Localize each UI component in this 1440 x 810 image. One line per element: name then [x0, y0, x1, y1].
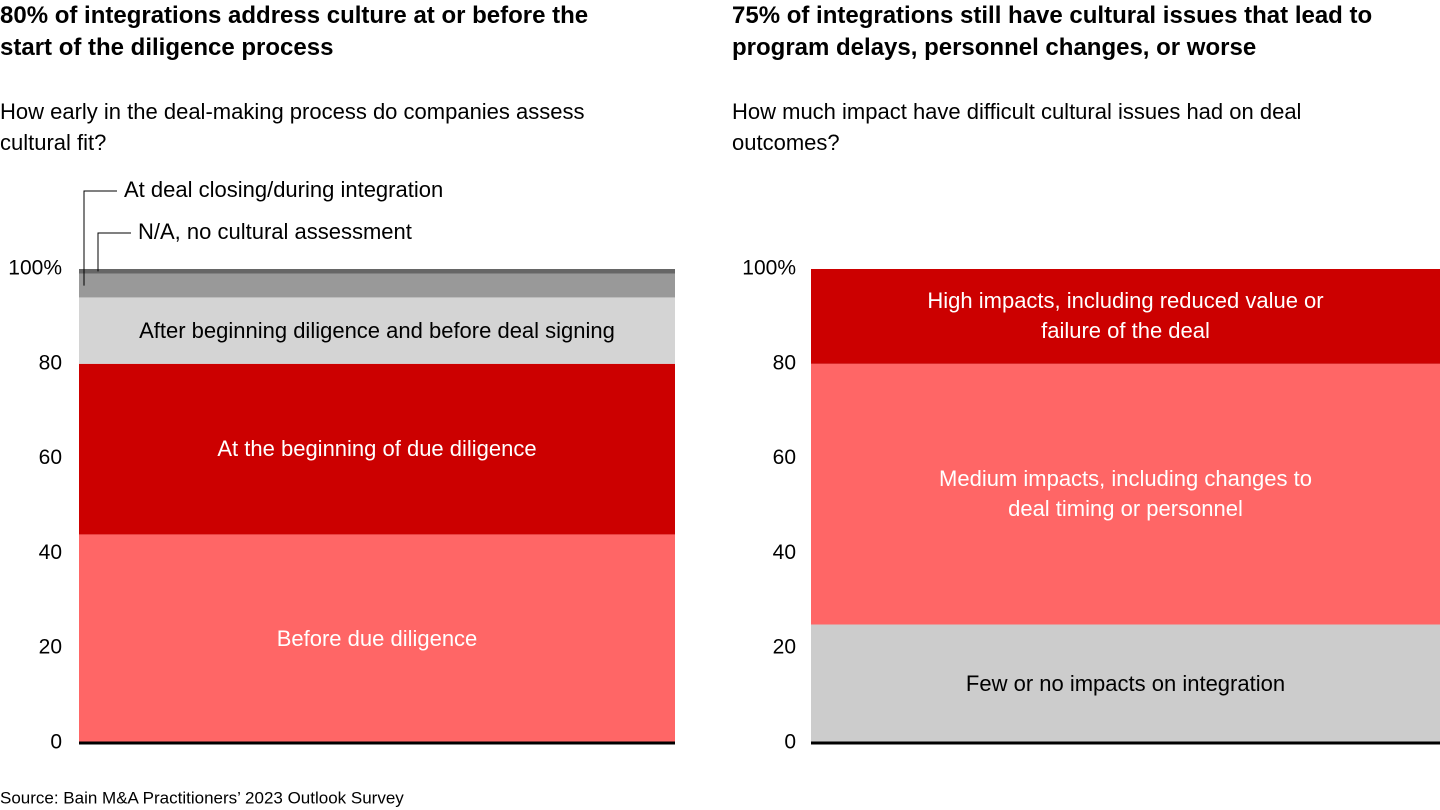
chart-title-box: 80% of integrations address culture at o… — [0, 2, 589, 61]
chart-title-box: 75% of integrations still have cultural … — [732, 2, 1373, 61]
y-tick-label: 100% — [742, 257, 796, 280]
y-tick-label: 80 — [773, 351, 796, 374]
bar-segment — [811, 363, 1440, 625]
source: Source: Bain M&A Practitioners’ 2023 Out… — [0, 788, 404, 807]
y-tick-label: 40 — [773, 541, 796, 564]
segment-label-box: Before due diligence — [276, 625, 478, 651]
bar-segment — [811, 269, 1440, 364]
y-tick-label: 80 — [39, 351, 62, 374]
bar-segment — [811, 624, 1440, 743]
chart-subtitle-box: How early in the deal-making process do … — [0, 99, 585, 155]
segment-label: Before due diligence — [276, 625, 478, 651]
bar-segment — [79, 297, 675, 364]
bar-segment — [79, 273, 675, 298]
y-tick-label: 20 — [39, 636, 62, 659]
callout-line — [97, 232, 131, 272]
chart-subtitle-box: How much impact have difficult cultural … — [732, 99, 1302, 155]
callout-line — [83, 190, 117, 286]
y-tick-label: 0 — [50, 731, 62, 754]
callout-label: At deal closing/during integration — [124, 177, 443, 202]
chart-title: 75% of integrations still have cultural … — [732, 2, 1373, 61]
y-tick-label: 100% — [8, 257, 62, 280]
segment-label: After beginning diligence and before dea… — [139, 317, 615, 343]
segment-label-box: Medium impacts, including changes to dea… — [939, 466, 1312, 522]
segment-label: High impacts, including reduced value or… — [927, 288, 1324, 344]
y-tick-label: 60 — [39, 446, 62, 469]
bar-segment — [79, 534, 675, 743]
segment-label-box: Few or no impacts on integration — [965, 670, 1286, 696]
segment-label-box: High impacts, including reduced value or… — [927, 288, 1324, 344]
segment-label-box: After beginning diligence and before dea… — [139, 317, 615, 343]
segment-label: Medium impacts, including changes to dea… — [939, 466, 1312, 522]
y-tick-label: 40 — [39, 541, 62, 564]
chart-title: 80% of integrations address culture at o… — [0, 2, 589, 61]
segment-label: At the beginning of due diligence — [217, 436, 537, 462]
segment-label-box: At the beginning of due diligence — [217, 436, 537, 462]
segment-label: Few or no impacts on integration — [965, 670, 1286, 696]
chart-subtitle: How early in the deal-making process do … — [0, 99, 585, 155]
y-tick-label: 0 — [784, 731, 796, 754]
chart-subtitle: How much impact have difficult cultural … — [732, 99, 1302, 155]
y-tick-label: 60 — [773, 446, 796, 469]
bar-segment — [79, 363, 675, 535]
callout-label: N/A, no cultural assessment — [138, 219, 412, 244]
y-tick-label: 20 — [773, 636, 796, 659]
bar-segment — [79, 269, 675, 274]
